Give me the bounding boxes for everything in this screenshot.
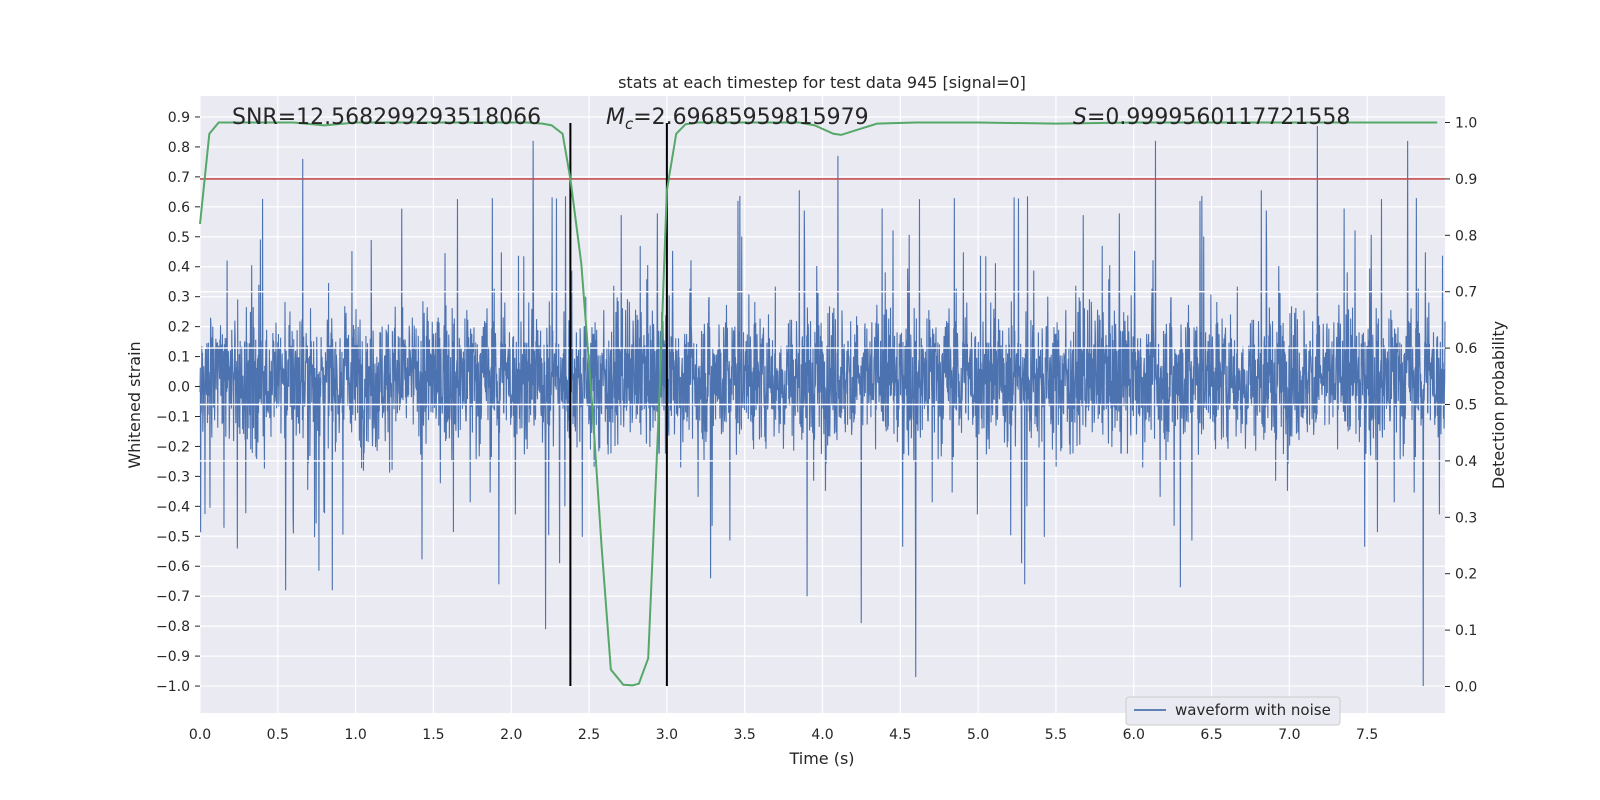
left-y-tick-label: −0.6: [156, 559, 190, 575]
waveform-line: [199, 125, 1446, 687]
chirp-mass-value: =2.69685959815979: [633, 105, 868, 130]
left-y-tick-label: 0.3: [168, 290, 190, 306]
chart-title: stats at each timestep for test data 945…: [618, 73, 1026, 92]
left-y-tick-label: 0.1: [168, 350, 190, 366]
left-y-tick-label: 0.5: [168, 230, 190, 246]
right-y-axis-label: Detection probability: [1489, 321, 1508, 489]
left-y-tick-label: 0.9: [168, 110, 190, 126]
probability-line: [199, 121, 1438, 687]
legend-label: waveform with noise: [1175, 701, 1331, 719]
left-y-tick-label: −0.7: [156, 589, 190, 605]
x-tick-label: 5.0: [967, 727, 989, 743]
left-y-tick-label: −1.0: [156, 679, 190, 695]
left-y-tick-label: 0.0: [168, 380, 190, 396]
x-tick-label: 5.5: [1045, 727, 1067, 743]
right-y-tick-label: 0.4: [1455, 454, 1477, 470]
x-tick-label: 0.5: [267, 727, 289, 743]
score-symbol: S: [1073, 105, 1087, 130]
right-y-tick-label: 0.7: [1455, 285, 1477, 301]
probability-series: [199, 121, 1438, 687]
x-tick-label: 7.0: [1278, 727, 1300, 743]
left-y-axis-ticks: 0.9 0.8 0.7 0.6 0.5 0.4 0.3 0.2 0.1 0.0 −0.1 −0.2 −0…: [156, 110, 200, 695]
left-y-axis-label: Whitened strain: [125, 341, 144, 468]
right-y-tick-label: 1.0: [1455, 116, 1477, 132]
left-y-tick-label: 0.6: [168, 200, 190, 216]
x-tick-label: 0.0: [189, 727, 211, 743]
x-tick-label: 7.5: [1356, 727, 1378, 743]
x-tick-label: 3.0: [656, 727, 678, 743]
right-y-tick-label: 0.2: [1455, 567, 1477, 583]
snr-annotation: SNR=12.568299293518066: [232, 105, 541, 130]
x-tick-label: 1.5: [422, 727, 444, 743]
x-tick-label: 4.5: [889, 727, 911, 743]
left-y-tick-label: −0.1: [156, 409, 190, 425]
right-y-tick-label: 0.5: [1455, 398, 1477, 414]
right-y-tick-label: 0.6: [1455, 341, 1477, 357]
right-y-tick-label: 0.8: [1455, 228, 1477, 244]
x-tick-label: 1.0: [344, 727, 366, 743]
left-y-tick-label: −0.9: [156, 649, 190, 665]
legend: waveform with noise: [1125, 696, 1341, 726]
left-y-tick-label: 0.2: [168, 320, 190, 336]
right-y-axis-ticks: 1.0 0.9 0.8 0.7 0.6 0.5 0.4 0.3 0.2 0.1 0.0: [1445, 116, 1477, 695]
x-tick-label: 3.5: [734, 727, 756, 743]
x-axis-ticks: 0.0 0.5 1.0 1.5 2.0 2.5 3.0 3.5 4.0 4.5 5.0 5.5 6.0 6…: [189, 727, 1378, 743]
left-y-tick-label: −0.3: [156, 469, 190, 485]
legend-box: [1125, 696, 1341, 726]
x-tick-label: 6.5: [1200, 727, 1222, 743]
chirp-mass-annotation: Mc=2.69685959815979: [606, 105, 869, 133]
right-y-tick-label: 0.3: [1455, 510, 1477, 526]
left-y-tick-label: −0.4: [156, 499, 190, 515]
right-y-tick-label: 0.0: [1455, 679, 1477, 695]
score-value: =0.9999560117721558: [1087, 105, 1350, 130]
chirp-mass-subscript: c: [625, 115, 634, 133]
score-annotation: S=0.9999560117721558: [1073, 105, 1350, 130]
right-y-tick-label: 0.9: [1455, 172, 1477, 188]
x-axis-label: Time (s): [788, 749, 854, 768]
left-y-tick-label: 0.8: [168, 140, 190, 156]
left-y-tick-label: −0.2: [156, 439, 190, 455]
x-tick-label: 6.0: [1123, 727, 1145, 743]
chirp-mass-symbol: M: [606, 105, 625, 130]
waveform-series: [199, 125, 1446, 687]
x-tick-label: 4.0: [811, 727, 833, 743]
right-y-tick-label: 0.1: [1455, 623, 1477, 639]
left-y-tick-label: −0.5: [156, 529, 190, 545]
left-y-tick-label: 0.4: [168, 260, 190, 276]
x-tick-label: 2.5: [578, 727, 600, 743]
x-tick-label: 2.0: [500, 727, 522, 743]
left-y-tick-label: −0.8: [156, 619, 190, 635]
left-y-tick-label: 0.7: [168, 170, 190, 186]
